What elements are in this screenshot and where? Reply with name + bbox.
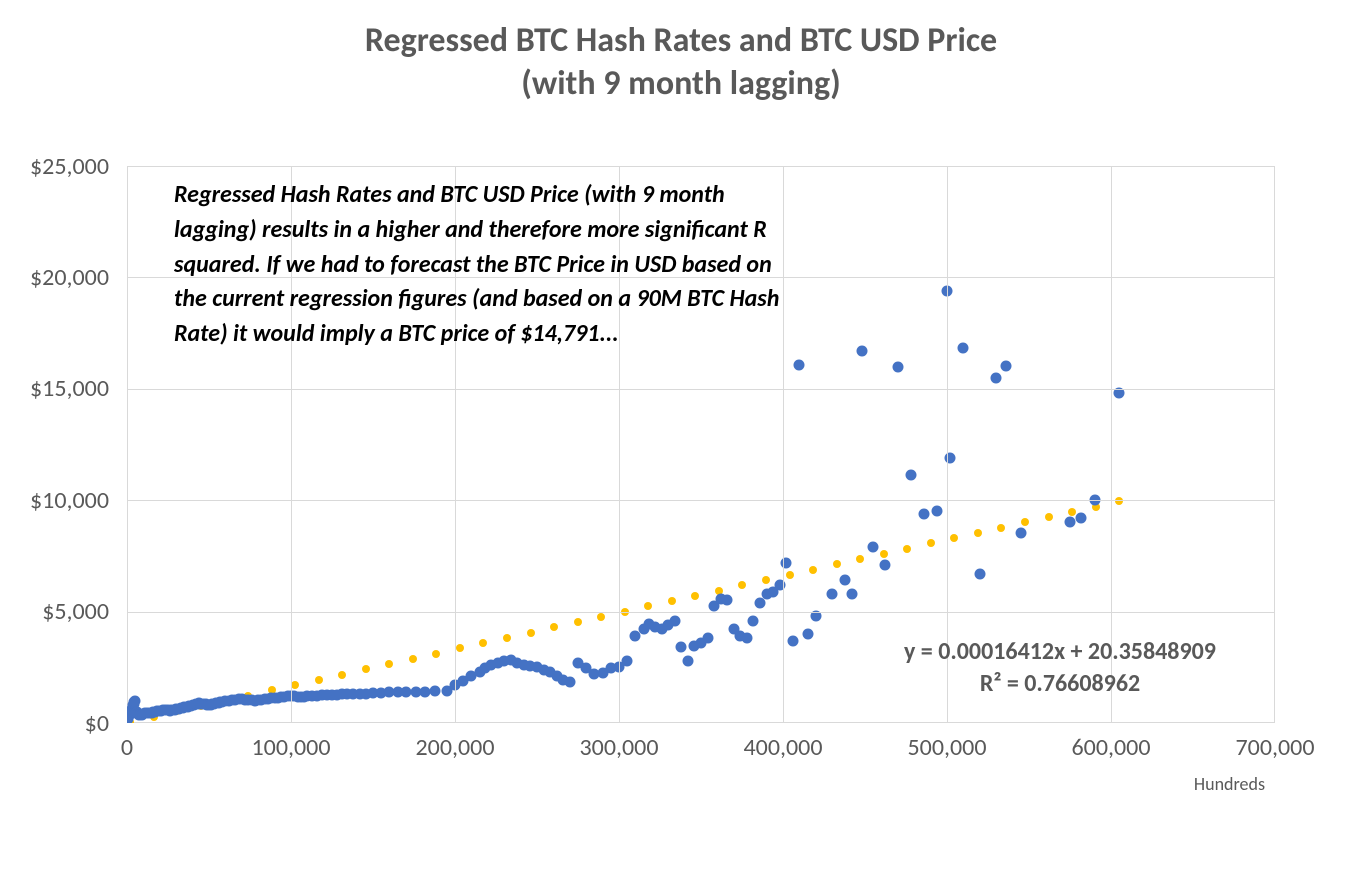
trendline-dot [385, 660, 393, 668]
trendline-dot [950, 534, 958, 542]
trendline-dot [315, 676, 323, 684]
trendline-dot [362, 665, 370, 673]
chart-title-line1: Regressed BTC Hash Rates and BTC USD Pri… [0, 20, 1362, 63]
y-tick-label: $0 [0, 709, 109, 738]
trendline-dot [1115, 497, 1123, 505]
trendline-dot [738, 581, 746, 589]
scatter-point [868, 541, 879, 552]
x-tick-label: 300,000 [580, 733, 659, 762]
trendline-dot [880, 550, 888, 558]
trendline-dot [409, 655, 417, 663]
x-tick-label: 400,000 [744, 733, 823, 762]
scatter-point [676, 642, 687, 653]
chart-title-line2: (with 9 month lagging) [0, 63, 1362, 106]
x-tick-label: 600,000 [1072, 733, 1151, 762]
scatter-point [932, 506, 943, 517]
trendline-dot [691, 592, 699, 600]
x-tick-label: 100,000 [252, 733, 331, 762]
trendline-dot [503, 634, 511, 642]
scatter-point [1076, 513, 1087, 524]
trendline-dot [903, 545, 911, 553]
regression-equation: y = 0.00016412x + 20.35848909 R² = 0.766… [850, 636, 1270, 701]
trendline-dot [479, 639, 487, 647]
scatter-point [702, 633, 713, 644]
scatter-point [846, 588, 857, 599]
scatter-point [958, 343, 969, 354]
trendline-dot [574, 618, 582, 626]
gridline-horizontal [127, 500, 1275, 501]
y-tick-label: $15,000 [0, 374, 109, 403]
scatter-point [1015, 527, 1026, 538]
scatter-point [682, 655, 693, 666]
trendline-dot [809, 566, 817, 574]
equation-line1: y = 0.00016412x + 20.35848909 [850, 636, 1270, 668]
equation-line2: R² = 0.76608962 [850, 668, 1270, 700]
chart-container: Regressed BTC Hash Rates and BTC USD Pri… [0, 0, 1362, 872]
trendline-dot [527, 629, 535, 637]
gridline-horizontal [127, 389, 1275, 390]
scatter-point [622, 655, 633, 666]
scatter-point [974, 568, 985, 579]
trendline-dot [1045, 513, 1053, 521]
y-tick-label: $5,000 [0, 597, 109, 626]
trendline-dot [974, 529, 982, 537]
y-tick-label: $10,000 [0, 486, 109, 515]
scatter-point [840, 575, 851, 586]
trendline-dot [668, 597, 676, 605]
scatter-point [1065, 517, 1076, 528]
y-tick-label: $20,000 [0, 263, 109, 292]
trendline-dot [338, 671, 346, 679]
scatter-point [892, 361, 903, 372]
scatter-point [130, 695, 141, 706]
scatter-point [787, 635, 798, 646]
scatter-point [991, 372, 1002, 383]
x-tick-label: 0 [121, 733, 133, 762]
scatter-point [722, 595, 733, 606]
scatter-point [856, 345, 867, 356]
scatter-point [827, 588, 838, 599]
scatter-point [430, 686, 441, 697]
scatter-point [748, 615, 759, 626]
trendline-dot [833, 560, 841, 568]
trendline-dot [927, 539, 935, 547]
x-tick-label: 700,000 [1236, 733, 1315, 762]
trendline-dot [597, 613, 605, 621]
trendline-dot [786, 571, 794, 579]
scatter-point [564, 676, 575, 687]
trendline-dot [550, 623, 558, 631]
trendline-dot [644, 602, 652, 610]
scatter-point [905, 469, 916, 480]
trendline-dot [432, 650, 440, 658]
chart-annotation-text: Regressed Hash Rates and BTC USD Price (… [174, 178, 808, 352]
trendline-dot [291, 681, 299, 689]
chart-title: Regressed BTC Hash Rates and BTC USD Pri… [0, 20, 1362, 105]
x-tick-label: 200,000 [416, 733, 495, 762]
scatter-point [802, 628, 813, 639]
scatter-point [879, 559, 890, 570]
scatter-point [794, 360, 805, 371]
scatter-point [919, 508, 930, 519]
scatter-point [669, 615, 680, 626]
y-tick-label: $25,000 [0, 152, 109, 181]
trendline-dot [1021, 518, 1029, 526]
x-axis-unit-label: Hundreds [1194, 773, 1265, 795]
x-tick-label: 500,000 [908, 733, 987, 762]
trendline-dot [997, 524, 1005, 532]
scatter-point [741, 633, 752, 644]
trendline-dot [456, 644, 464, 652]
gridline-horizontal [127, 612, 1275, 613]
trendline-dot [762, 576, 770, 584]
trendline-dot [1068, 508, 1076, 516]
trendline-dot [856, 555, 864, 563]
scatter-point [1001, 360, 1012, 371]
